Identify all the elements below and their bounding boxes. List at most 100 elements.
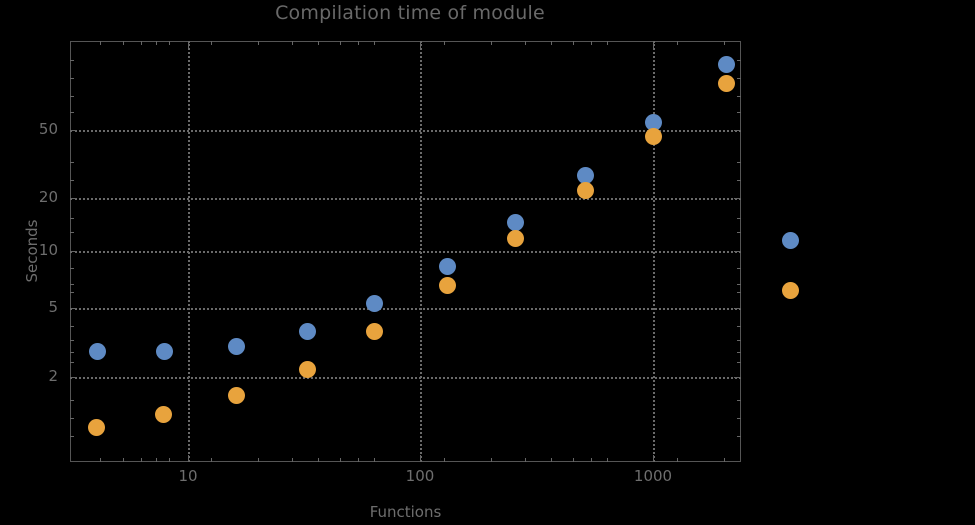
y-axis-minor-tick-right (737, 362, 741, 363)
y-axis-minor-tick-right (737, 436, 741, 437)
y-axis-minor-tick-right (737, 352, 741, 353)
gridline-horizontal (70, 377, 741, 379)
data-point-series-orange (87, 418, 105, 436)
x-axis-minor-tick-top (607, 41, 608, 45)
data-point-series-blue (438, 257, 456, 275)
x-axis-minor-tick-top (169, 41, 170, 45)
x-axis-minor-tick-top (551, 41, 552, 45)
x-axis-minor-tick-top (211, 41, 212, 45)
x-axis-minor-tick-top (100, 41, 101, 45)
y-tick-label: 10 (38, 241, 58, 259)
y-axis-tick-right (734, 377, 741, 378)
x-axis-minor-tick (211, 458, 212, 462)
x-axis-tick (420, 455, 421, 462)
x-axis-minor-tick-top (677, 41, 678, 45)
y-tick-label: 5 (48, 298, 58, 316)
data-point-series-orange (644, 127, 662, 145)
y-axis-minor-tick-right (737, 268, 741, 269)
x-axis-minor-tick (156, 458, 157, 462)
y-axis-minor-tick (70, 232, 74, 233)
x-axis-minor-tick (292, 458, 293, 462)
y-axis-tick (70, 377, 77, 378)
gridline-vertical (653, 41, 655, 462)
y-axis-tick (70, 198, 77, 199)
y-axis-minor-tick (70, 218, 74, 219)
x-axis-minor-tick (724, 458, 725, 462)
y-axis-minor-tick (70, 400, 74, 401)
gridline-horizontal (70, 130, 741, 132)
y-axis-minor-tick-right (737, 418, 741, 419)
x-tick-label: 1000 (633, 467, 673, 485)
y-axis-minor-tick (70, 340, 74, 341)
x-axis-minor-tick (100, 458, 101, 462)
data-point-series-blue (781, 231, 799, 249)
x-axis-minor-tick (551, 458, 552, 462)
data-point-series-orange (506, 229, 524, 247)
data-point-series-blue (576, 166, 594, 184)
y-axis-minor-tick-right (737, 180, 741, 181)
y-axis-minor-tick-right (737, 340, 741, 341)
x-axis-minor-tick (491, 458, 492, 462)
x-axis-minor-tick-top (525, 41, 526, 45)
data-point-series-blue (644, 113, 662, 131)
x-axis-minor-tick-top (444, 41, 445, 45)
data-point-series-blue (155, 342, 173, 360)
data-point-series-orange (298, 360, 316, 378)
y-axis-minor-tick (70, 180, 74, 181)
x-tick-label: 100 (405, 467, 435, 485)
y-axis-minor-tick-right (737, 96, 741, 97)
y-axis-minor-tick-right (737, 232, 741, 233)
y-axis-minor-tick (70, 162, 74, 163)
y-axis-minor-tick-right (737, 78, 741, 79)
gridline-horizontal (70, 251, 741, 253)
data-point-series-orange (438, 276, 456, 294)
gridline-horizontal (70, 308, 741, 310)
gridline-horizontal (70, 198, 741, 200)
x-axis-minor-tick-top (591, 41, 592, 45)
y-axis-minor-tick-right (737, 326, 741, 327)
data-point-series-orange (365, 322, 383, 340)
data-point-series-orange (576, 181, 594, 199)
x-axis-minor-tick (591, 458, 592, 462)
x-axis-minor-tick-top (374, 41, 375, 45)
x-axis-minor-tick-top (724, 41, 725, 45)
data-point-series-blue (717, 55, 735, 73)
y-axis-tick-right (734, 251, 741, 252)
x-axis-minor-tick-top (573, 41, 574, 45)
y-tick-label: 50 (38, 120, 58, 138)
y-axis-minor-tick (70, 268, 74, 269)
x-axis-minor-tick-top (358, 41, 359, 45)
data-point-series-orange (154, 405, 172, 423)
y-axis-minor-tick (70, 352, 74, 353)
x-axis-minor-tick-top (491, 41, 492, 45)
x-axis-minor-tick (607, 458, 608, 462)
y-axis-minor-tick (70, 362, 74, 363)
x-axis-tick-top (653, 41, 654, 48)
y-axis-minor-tick-right (737, 400, 741, 401)
x-axis-minor-tick (123, 458, 124, 462)
y-axis-minor-tick-right (737, 218, 741, 219)
y-axis-minor-tick (70, 326, 74, 327)
x-axis-minor-tick-top (292, 41, 293, 45)
y-axis-minor-tick (70, 60, 74, 61)
data-point-series-blue (88, 342, 106, 360)
x-axis-tick-top (420, 41, 421, 48)
x-axis-minor-tick (573, 458, 574, 462)
y-axis-minor-tick (70, 96, 74, 97)
y-axis-minor-tick (70, 112, 74, 113)
x-axis-tick-top (188, 41, 189, 48)
y-axis-minor-tick (70, 436, 74, 437)
x-axis-minor-tick (525, 458, 526, 462)
y-axis-minor-tick-right (737, 292, 741, 293)
chart-title: Compilation time of module (275, 2, 545, 24)
y-axis-tick (70, 308, 77, 309)
x-axis-minor-tick-top (156, 41, 157, 45)
y-axis-tick-right (734, 308, 741, 309)
y-axis-minor-tick-right (737, 60, 741, 61)
data-point-series-blue (227, 337, 245, 355)
data-point-series-blue (298, 322, 316, 340)
gridline-vertical (420, 41, 422, 462)
y-axis-title: Seconds (23, 219, 41, 283)
y-axis-tick (70, 251, 77, 252)
